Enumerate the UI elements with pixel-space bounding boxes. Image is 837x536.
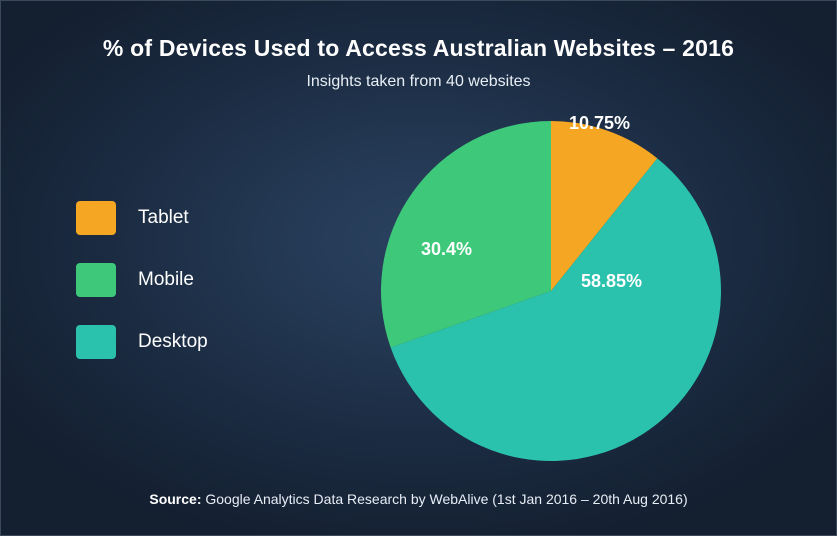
legend-label-desktop: Desktop xyxy=(138,331,208,353)
slice-label-desktop: 58.85% xyxy=(581,271,642,292)
source-line: Source: Google Analytics Data Research b… xyxy=(1,491,836,507)
legend-swatch-desktop xyxy=(76,325,116,359)
slice-label-mobile: 30.4% xyxy=(421,239,472,260)
chart-title: % of Devices Used to Access Australian W… xyxy=(1,35,836,62)
pie-svg xyxy=(381,121,721,461)
source-text: Google Analytics Data Research by WebAli… xyxy=(201,491,687,507)
legend-item-desktop: Desktop xyxy=(76,325,208,359)
chart-subtitle: Insights taken from 40 websites xyxy=(1,73,836,91)
legend-label-mobile: Mobile xyxy=(138,269,194,291)
legend-item-mobile: Mobile xyxy=(76,263,208,297)
legend-swatch-mobile xyxy=(76,263,116,297)
source-prefix: Source: xyxy=(149,491,201,507)
chart-canvas: % of Devices Used to Access Australian W… xyxy=(0,0,837,536)
legend-label-tablet: Tablet xyxy=(138,207,189,229)
slice-label-tablet: 10.75% xyxy=(569,113,630,134)
legend-item-tablet: Tablet xyxy=(76,201,208,235)
legend-swatch-tablet xyxy=(76,201,116,235)
pie-chart: 10.75% 30.4% 58.85% xyxy=(381,121,721,461)
legend: Tablet Mobile Desktop xyxy=(76,201,208,387)
